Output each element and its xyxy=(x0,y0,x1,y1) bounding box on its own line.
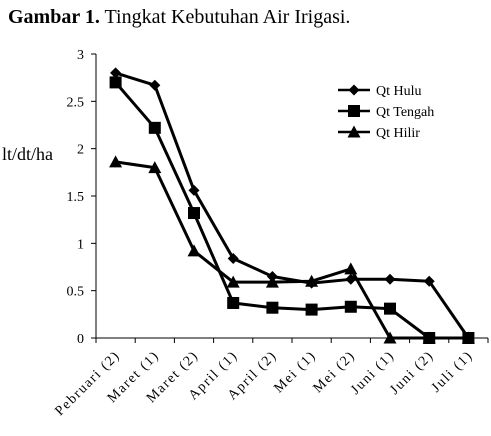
data-point xyxy=(344,300,357,313)
series-triangle xyxy=(109,155,475,344)
data-point xyxy=(384,273,396,285)
y-tick-label: 3 xyxy=(77,48,84,63)
data-point xyxy=(188,207,200,220)
data-point xyxy=(148,121,161,134)
series-line xyxy=(115,160,469,340)
legend-label: Qt Hulu xyxy=(376,84,422,99)
legend-item: Qt Hilir xyxy=(338,125,420,141)
data-point xyxy=(384,302,396,315)
data-point xyxy=(149,79,161,91)
legend-item: Qt Hulu xyxy=(338,84,422,99)
data-point xyxy=(226,275,240,288)
x-tick-label: Juli (1) xyxy=(429,348,476,395)
chart-title: Gambar 1. Tingkat Kebutuhan Air Irigasi. xyxy=(8,6,350,28)
series-group xyxy=(109,67,475,344)
y-tick-label: 1 xyxy=(77,237,84,252)
legend-label: Qt Tengah xyxy=(376,105,434,120)
series-line xyxy=(115,71,470,339)
x-tick-labels: Pebruari (2)Maret (1)Maret (2)April (1)A… xyxy=(53,348,477,419)
legend-label: Qt Hilir xyxy=(376,126,420,141)
y-tick-labels: 0 0.5 1 1.5 2 2.5 3 xyxy=(67,48,85,347)
x-tick-label: Mei (1) xyxy=(271,348,319,396)
chart-title-prefix: Gambar 1. xyxy=(8,6,100,28)
y-tick-label: 0 xyxy=(77,332,84,347)
data-point xyxy=(109,155,123,168)
data-point xyxy=(188,184,200,196)
data-point xyxy=(265,275,279,288)
data-point xyxy=(423,275,435,287)
legend-marker xyxy=(348,105,360,117)
data-point xyxy=(305,274,319,287)
y-tick-label: 2.5 xyxy=(67,95,85,110)
data-point xyxy=(110,67,122,79)
series-line xyxy=(114,81,469,340)
x-tick-label: Pebruari (2) xyxy=(53,348,124,419)
axes xyxy=(91,53,489,343)
data-point xyxy=(344,262,358,275)
data-point xyxy=(305,303,318,316)
data-point xyxy=(422,331,436,344)
data-point xyxy=(187,244,201,257)
legend-marker xyxy=(347,125,361,138)
data-point xyxy=(461,331,475,344)
legend-item: Qt Tengah xyxy=(338,105,434,120)
x-tick-label: Juni (2) xyxy=(387,348,437,398)
chart-title-text: Tingkat Kebutuhan Air Irigasi. xyxy=(100,6,351,28)
data-point xyxy=(227,252,239,264)
legend: Qt Hulu Qt Tengah Qt Hilir xyxy=(338,84,434,141)
legend-marker xyxy=(348,84,360,96)
data-point xyxy=(109,76,122,89)
y-tick-label: 1.5 xyxy=(67,190,85,205)
y-tick-label: 2 xyxy=(77,143,84,158)
data-point xyxy=(148,161,162,174)
data-point xyxy=(227,296,240,309)
y-tick-label: 0.5 xyxy=(67,285,85,300)
data-point xyxy=(266,301,279,314)
y-axis-label: lt/dt/ha xyxy=(2,144,53,164)
data-point xyxy=(383,331,397,344)
